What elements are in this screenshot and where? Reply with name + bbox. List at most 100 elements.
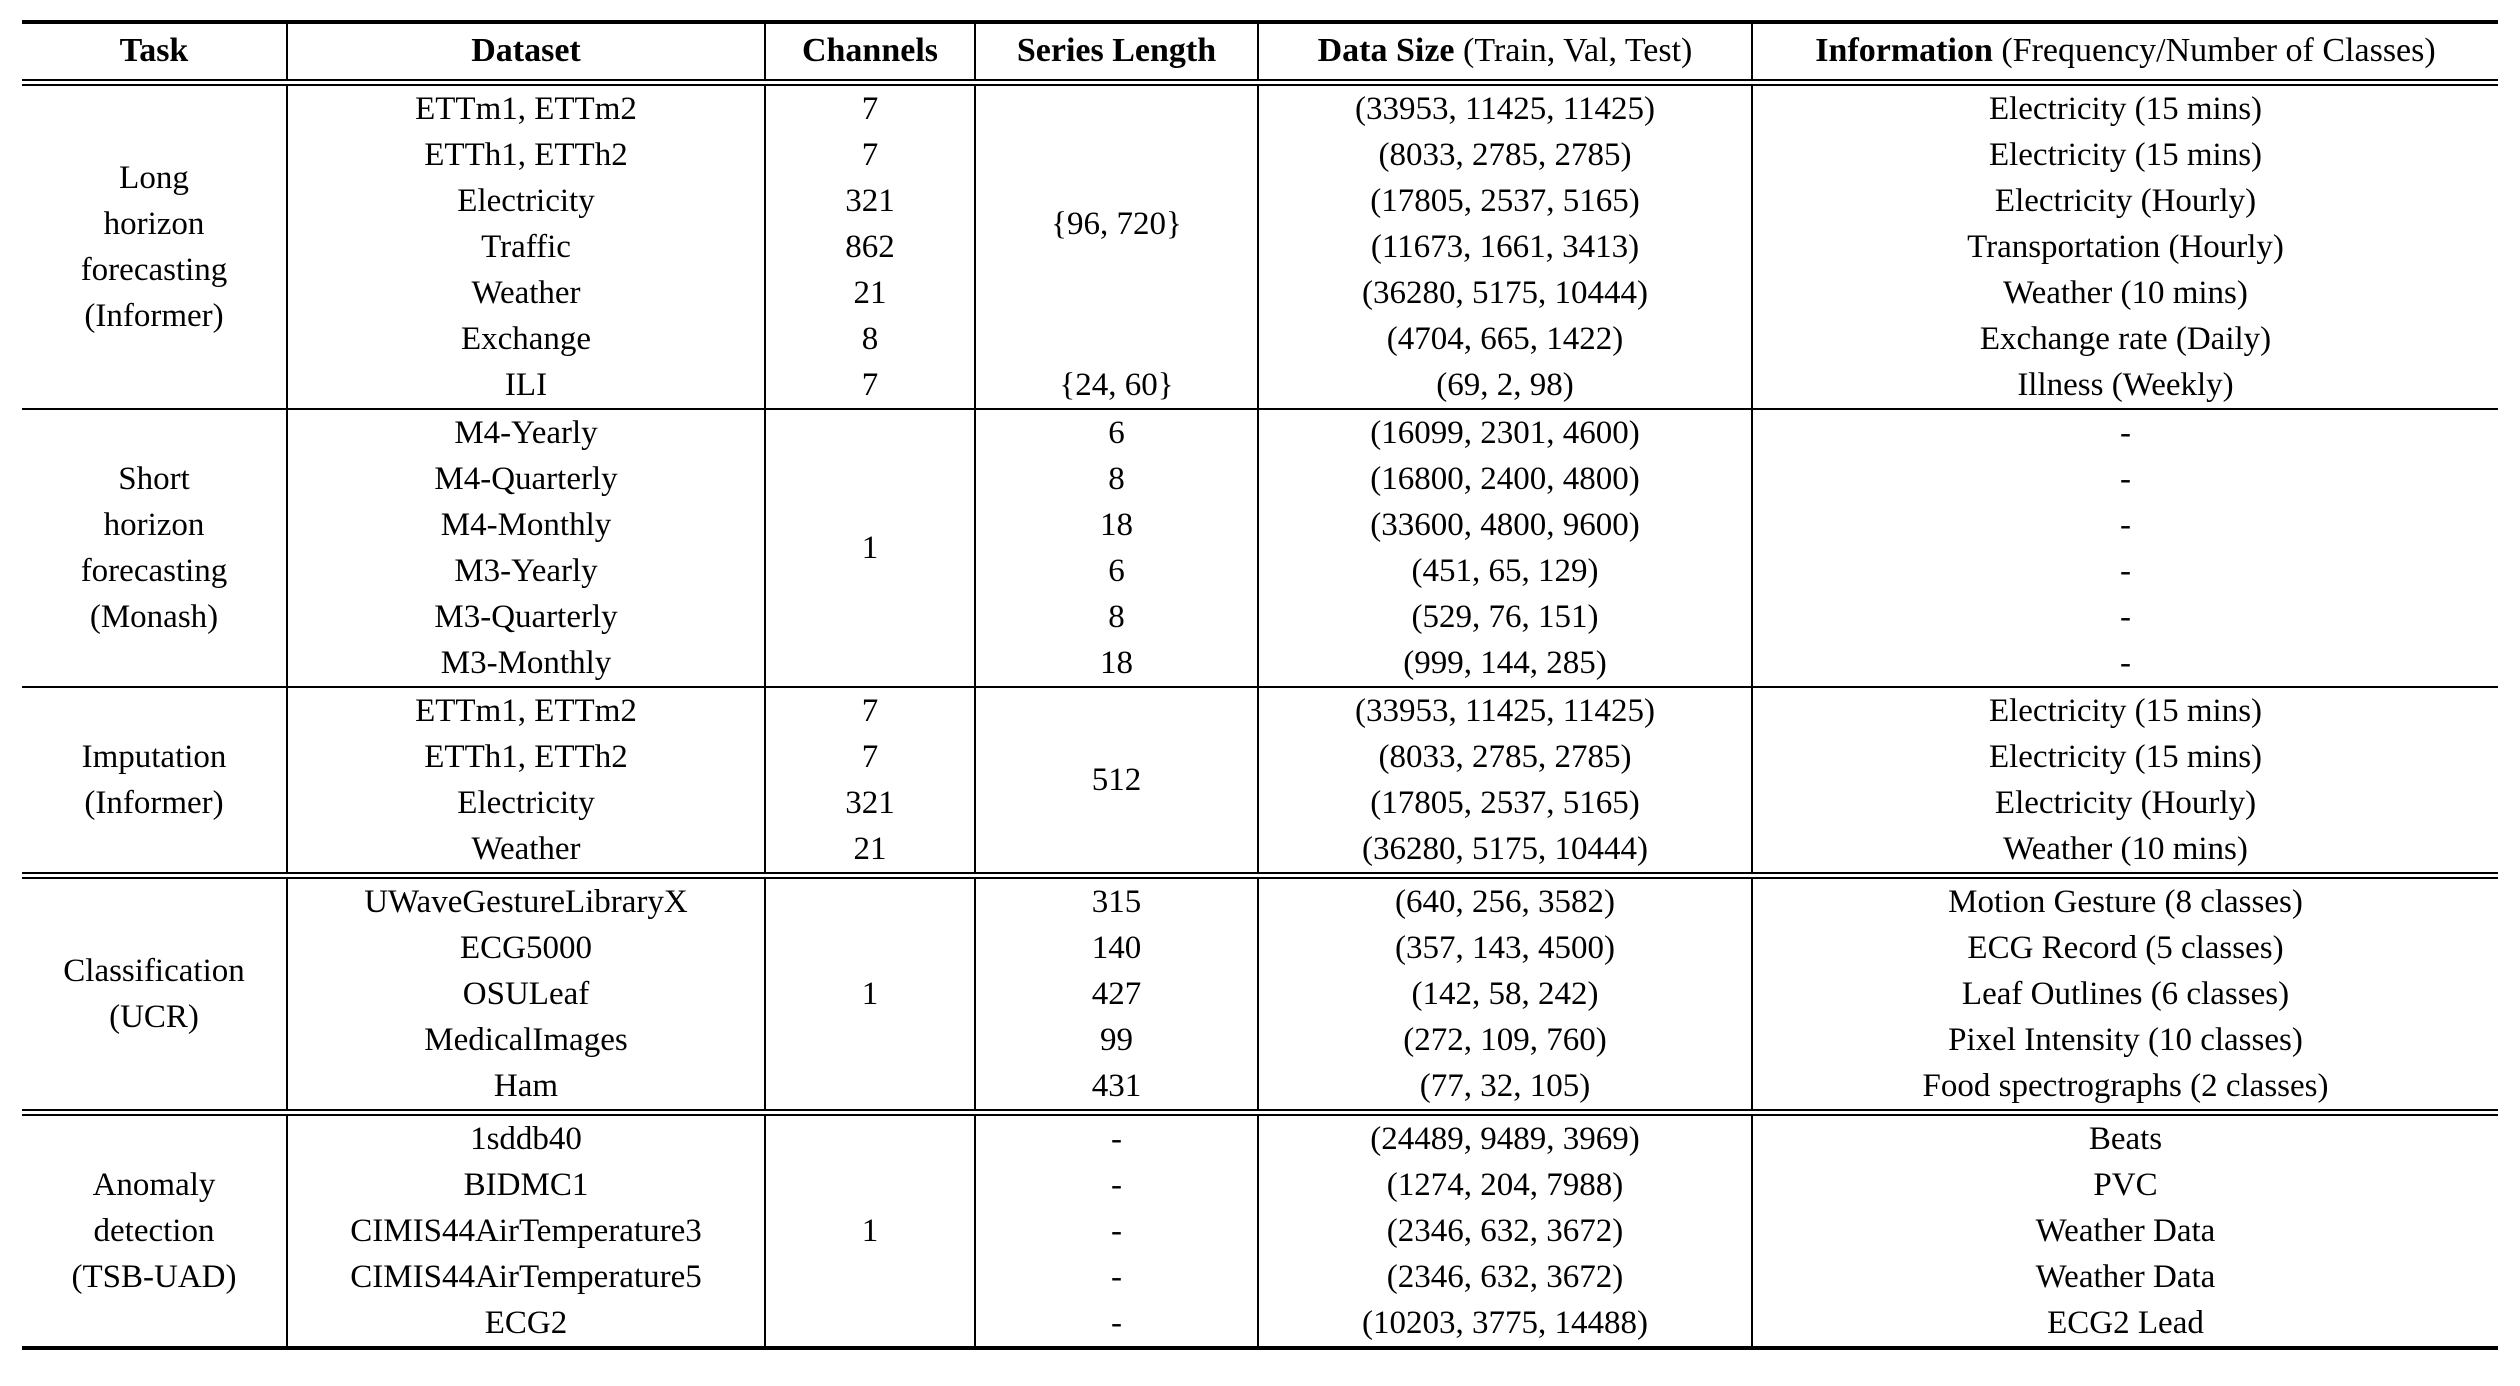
header-information-bold: Information [1815,32,1993,70]
table-row: Traffic 862 (11673, 1661, 3413) Transpor… [22,223,2498,270]
dataset-cell: ECG2 [286,1299,765,1348]
dataset-cell: ETTh1, ETTh2 [286,131,765,178]
series-length-cell: {96, 720} [974,82,1258,362]
dataset-cell: M3-Quarterly [286,593,765,640]
table-row: Long horizon forecasting (Informer) ETTm… [22,82,2498,362]
information-cell: Illness (Weekly) [1751,361,2498,409]
information-cell: Electricity (15 mins) [1751,131,2498,178]
series-length-cell: 6 [974,547,1258,594]
task-cell: Imputation (Informer) [81,738,227,821]
data-size-cell: (16800, 2400, 4800) [1257,455,1752,502]
data-size-cell: (529, 76, 151) [1257,593,1752,640]
table-row: Short horizon forecasting (Monash) M4-Ye… [22,408,2498,687]
dataset-cell: M4-Quarterly [286,455,765,502]
data-size-cell: (1274, 204, 7988) [1257,1161,1752,1208]
information-cell: Electricity (15 mins) [1751,82,2498,132]
table-row: Imputation (Informer) ETTm1, ETTm2 7 512… [22,686,2498,875]
table-row: Weather 21 (36280, 5175, 10444) Weather … [22,825,2498,875]
data-size-cell: (17805, 2537, 5165) [1257,177,1752,224]
data-size-cell: (272, 109, 760) [1257,1016,1752,1063]
channels-cell: 7 [764,131,975,178]
data-size-cell: (16099, 2301, 4600) [1257,408,1752,456]
table-row: M3-Yearly 6 (451, 65, 129) - [22,547,2498,594]
channels-cell: 7 [764,686,975,734]
information-cell: Beats [1751,1112,2498,1162]
header-information: Information (Frequency/Number of Classes… [1751,22,2498,82]
header-task-label: Task [119,32,189,70]
dataset-cell: Electricity [286,177,765,224]
information-cell: Leaf Outlines (6 classes) [1751,970,2498,1017]
information-cell: PVC [1751,1161,2498,1208]
data-size-cell: (33953, 11425, 11425) [1257,686,1752,734]
data-size-cell: (640, 256, 3582) [1257,875,1752,925]
series-length-cell: 431 [974,1062,1258,1112]
information-cell: - [1751,593,2498,640]
dataset-cell: M4-Monthly [286,501,765,548]
information-cell: Electricity (Hourly) [1751,779,2498,826]
dataset-cell: BIDMC1 [286,1161,765,1208]
data-size-cell: (2346, 632, 3672) [1257,1253,1752,1300]
table-row: M3-Monthly 18 (999, 144, 285) - [22,639,2498,687]
task-cell: Short horizon forecasting (Monash) [80,460,228,635]
data-size-cell: (451, 65, 129) [1257,547,1752,594]
table-row: Exchange 8 (4704, 665, 1422) Exchange ra… [22,315,2498,362]
data-size-cell: (2346, 632, 3672) [1257,1207,1752,1254]
information-cell: - [1751,408,2498,456]
dataset-cell: Traffic [286,223,765,270]
information-cell: Electricity (15 mins) [1751,686,2498,734]
information-cell: Motion Gesture (8 classes) [1751,875,2498,925]
section-classification: Classification (UCR) UWaveGestureLibrary… [22,875,2498,1112]
table-header: Task Dataset Channels Series Length Data… [22,22,2498,82]
channels-cell: 321 [764,177,975,224]
table-row: ECG5000 140 (357, 143, 4500) ECG Record … [22,924,2498,971]
dataset-cell: Weather [286,269,765,316]
dataset-cell: M3-Yearly [286,547,765,594]
channels-cell: 21 [764,825,975,875]
series-length-cell: 18 [974,639,1258,687]
series-length-cell: - [974,1299,1258,1348]
channels-cell: 321 [764,779,975,826]
table-row: OSULeaf 427 (142, 58, 242) Leaf Outlines… [22,970,2498,1017]
data-size-cell: (11673, 1661, 3413) [1257,223,1752,270]
header-series-length: Series Length [974,22,1258,82]
section-long-horizon-forecasting: Long horizon forecasting (Informer) ETTm… [22,82,2498,409]
series-length-cell: 315 [974,875,1258,925]
data-size-cell: (24489, 9489, 3969) [1257,1112,1752,1162]
information-cell: Weather Data [1751,1207,2498,1254]
information-cell: ECG2 Lead [1751,1299,2498,1348]
dataset-cell: OSULeaf [286,970,765,1017]
header-task: Task [22,22,287,82]
dataset-cell: ETTm1, ETTm2 [286,82,765,132]
data-size-cell: (8033, 2785, 2785) [1257,131,1752,178]
series-length-cell: 8 [974,455,1258,502]
header-series-length-label: Series Length [1016,32,1217,70]
header-channels: Channels [764,22,975,82]
table-row: Ham 431 (77, 32, 105) Food spectrographs… [22,1062,2498,1112]
data-size-cell: (357, 143, 4500) [1257,924,1752,971]
dataset-cell: UWaveGestureLibraryX [286,875,765,925]
task-cell: Long horizon forecasting (Informer) [80,159,228,334]
header-data-size-normal: (Train, Val, Test) [1454,32,1693,70]
information-cell: Weather (10 mins) [1751,825,2498,875]
information-cell: - [1751,501,2498,548]
dataset-cell: ILI [286,361,765,409]
data-size-cell: (77, 32, 105) [1257,1062,1752,1112]
table-row: ETTh1, ETTh2 7 (8033, 2785, 2785) Electr… [22,131,2498,178]
channels-cell: 1 [764,1112,975,1348]
data-size-cell: (10203, 3775, 14488) [1257,1299,1752,1348]
data-size-cell: (999, 144, 285) [1257,639,1752,687]
dataset-cell: CIMIS44AirTemperature3 [286,1207,765,1254]
table-row: CIMIS44AirTemperature5 - (2346, 632, 367… [22,1253,2498,1300]
table-row: BIDMC1 - (1274, 204, 7988) PVC [22,1161,2498,1208]
series-length-cell: 427 [974,970,1258,1017]
table-row: MedicalImages 99 (272, 109, 760) Pixel I… [22,1016,2498,1063]
table-row: M4-Quarterly 8 (16800, 2400, 4800) - [22,455,2498,502]
information-cell: Transportation (Hourly) [1751,223,2498,270]
series-length-cell: 99 [974,1016,1258,1063]
series-length-cell: - [974,1207,1258,1254]
table-row: ETTh1, ETTh2 7 (8033, 2785, 2785) Electr… [22,733,2498,780]
header-information-normal: (Frequency/Number of Classes) [1992,32,2436,70]
dataset-cell: M4-Yearly [286,408,765,456]
information-cell: Exchange rate (Daily) [1751,315,2498,362]
information-cell: Weather (10 mins) [1751,269,2498,316]
